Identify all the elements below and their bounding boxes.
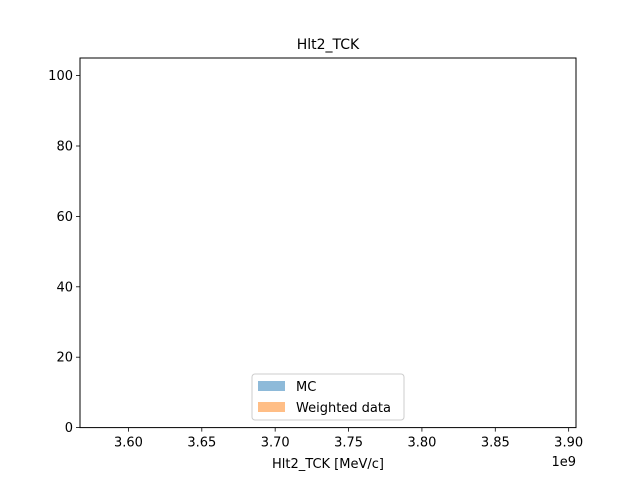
x-tick-label: 3.65: [187, 436, 216, 451]
y-axis-ticks: 0 20 40 60 80 100: [48, 69, 80, 436]
x-tick-label: 3.60: [114, 436, 143, 451]
chart-title: Hlt2_TCK: [297, 37, 360, 53]
legend-label: MC: [296, 380, 316, 395]
y-tick-label: 40: [56, 280, 73, 295]
x-tick-label: 3.70: [261, 436, 290, 451]
x-tick-label: 3.75: [334, 436, 363, 451]
x-axis-label: Hlt2_TCK [MeV/c]: [272, 457, 384, 472]
y-tick-label: 60: [56, 210, 73, 225]
plot-area-frame: [79, 57, 577, 429]
legend-label: Weighted data: [296, 401, 391, 416]
legend: MC Weighted data: [251, 373, 405, 421]
legend-frame: [251, 373, 405, 421]
x-tick-label: 3.85: [481, 436, 510, 451]
y-tick-label: 0: [65, 421, 73, 436]
y-tick-label: 20: [56, 351, 73, 366]
y-tick-label: 100: [48, 69, 73, 84]
x-tick-label: 3.80: [407, 436, 436, 451]
x-axis-ticks: 3.60 3.65 3.70 3.75 3.80 3.85 3.90: [114, 427, 583, 451]
y-tick-label: 80: [56, 140, 73, 155]
legend-swatch: [258, 381, 285, 391]
legend-swatch: [258, 402, 285, 412]
x-tick-label: 3.90: [554, 436, 583, 451]
x-axis-scale-label: 1e9: [551, 455, 576, 470]
